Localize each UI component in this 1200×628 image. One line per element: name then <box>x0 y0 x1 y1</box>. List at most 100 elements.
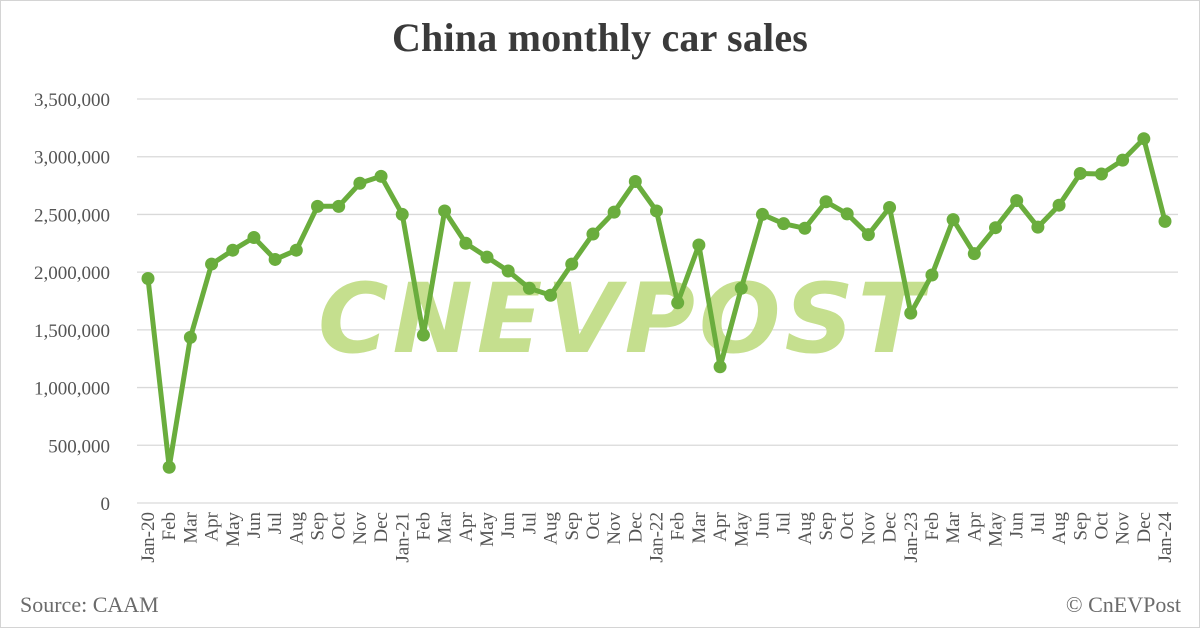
data-point <box>713 360 727 374</box>
x-tick-label: May <box>223 512 244 547</box>
data-point <box>861 228 875 242</box>
x-tick-label: Jul <box>1028 512 1049 534</box>
x-tick-label: Jul <box>265 512 286 534</box>
data-point <box>289 243 303 257</box>
watermark-logo: CNEVPOST <box>318 263 930 375</box>
x-tick-label: Dec <box>1134 512 1155 543</box>
x-tick-label: Feb <box>668 512 689 541</box>
y-axis-ticks: 0 500,000 1,000,000 1,500,000 2,000,000 2,500… <box>34 90 110 515</box>
x-tick-label: Mar <box>689 511 710 543</box>
data-point <box>459 236 473 250</box>
x-tick-label: Dec <box>880 512 901 543</box>
data-point <box>628 175 642 189</box>
x-tick-label: Apr <box>964 511 985 541</box>
data-point <box>1094 167 1108 181</box>
y-tick-label: 1,000,000 <box>34 379 110 400</box>
data-point <box>247 231 261 245</box>
x-tick-label: Feb <box>922 512 943 541</box>
x-tick-label: Jun <box>752 512 773 539</box>
y-tick-label: 3,500,000 <box>34 90 110 111</box>
data-point <box>395 207 409 221</box>
x-tick-label: Jan-21 <box>392 512 413 563</box>
x-tick-label: May <box>986 512 1007 547</box>
data-point <box>798 221 812 235</box>
x-tick-label: Mar <box>180 511 201 543</box>
x-tick-label: Oct <box>837 511 858 539</box>
x-tick-label: Feb <box>413 512 434 541</box>
y-tick-label: 2,000,000 <box>34 263 110 284</box>
x-tick-label: Mar <box>943 511 964 543</box>
data-point <box>544 288 558 302</box>
data-point <box>1116 153 1130 167</box>
x-tick-label: Aug <box>541 512 562 545</box>
x-tick-label: Apr <box>202 511 223 541</box>
x-tick-label: Jul <box>774 512 795 534</box>
data-point <box>374 169 388 183</box>
x-tick-label: May <box>477 512 498 547</box>
x-tick-label: Aug <box>1049 512 1070 545</box>
data-point <box>438 204 452 218</box>
y-tick-label: 2,500,000 <box>34 205 110 226</box>
data-point <box>586 227 600 241</box>
data-point <box>565 257 579 271</box>
data-point <box>819 195 833 209</box>
x-tick-label: Apr <box>710 511 731 541</box>
x-tick-label: Sep <box>562 512 583 541</box>
x-tick-label: Jan-20 <box>138 512 159 563</box>
data-point <box>522 281 536 295</box>
x-tick-label: Nov <box>858 512 879 545</box>
source-note: Source: CAAM <box>20 592 159 617</box>
data-point <box>162 460 176 474</box>
x-tick-label: Jun <box>498 512 519 539</box>
copyright-note: © CnEVPost <box>1065 592 1181 617</box>
x-tick-label: May <box>731 512 752 547</box>
x-axis-ticks: Jan-20 Feb Mar Apr May Jun Jul Aug Sep Oct Nov Dec J… <box>138 511 1176 562</box>
data-point <box>777 217 791 231</box>
data-point <box>989 221 1002 235</box>
data-point <box>692 238 706 252</box>
data-point <box>416 328 430 342</box>
x-tick-label: Mar <box>435 511 456 543</box>
data-point <box>607 205 621 219</box>
data-point <box>650 204 663 218</box>
data-point <box>1031 220 1045 234</box>
x-tick-label: Sep <box>816 512 837 541</box>
x-tick-label: Nov <box>1113 512 1134 545</box>
data-point <box>183 330 197 344</box>
data-point <box>755 207 769 221</box>
data-point <box>311 199 324 213</box>
x-tick-label: Apr <box>456 511 477 541</box>
data-point <box>840 207 854 221</box>
x-tick-label: Dec <box>371 512 392 543</box>
data-point <box>925 268 939 282</box>
data-point <box>226 243 240 257</box>
data-point <box>1073 166 1087 180</box>
x-tick-label: Sep <box>1070 512 1091 541</box>
data-point <box>353 176 367 190</box>
data-point <box>1137 132 1151 146</box>
y-tick-label: 0 <box>101 494 111 515</box>
data-point <box>671 296 685 310</box>
x-tick-label: Oct <box>1091 511 1112 539</box>
data-point <box>205 257 219 271</box>
data-markers <box>141 132 1172 474</box>
x-tick-label: Jan-24 <box>1155 512 1176 563</box>
data-point <box>480 250 494 264</box>
data-point <box>1158 214 1172 228</box>
x-tick-label: Dec <box>625 512 646 543</box>
data-point <box>883 201 897 215</box>
x-tick-label: Nov <box>604 512 625 545</box>
x-tick-label: Jun <box>1007 512 1028 539</box>
data-point <box>1052 198 1066 212</box>
data-point <box>734 281 748 295</box>
x-tick-label: Jun <box>244 512 265 539</box>
x-tick-label: Nov <box>350 512 371 545</box>
data-point <box>1010 194 1024 208</box>
data-point <box>904 306 918 320</box>
data-point <box>268 252 282 266</box>
data-point <box>946 213 960 227</box>
chart-title: China monthly car sales <box>391 15 809 60</box>
x-tick-label: Sep <box>308 512 329 541</box>
